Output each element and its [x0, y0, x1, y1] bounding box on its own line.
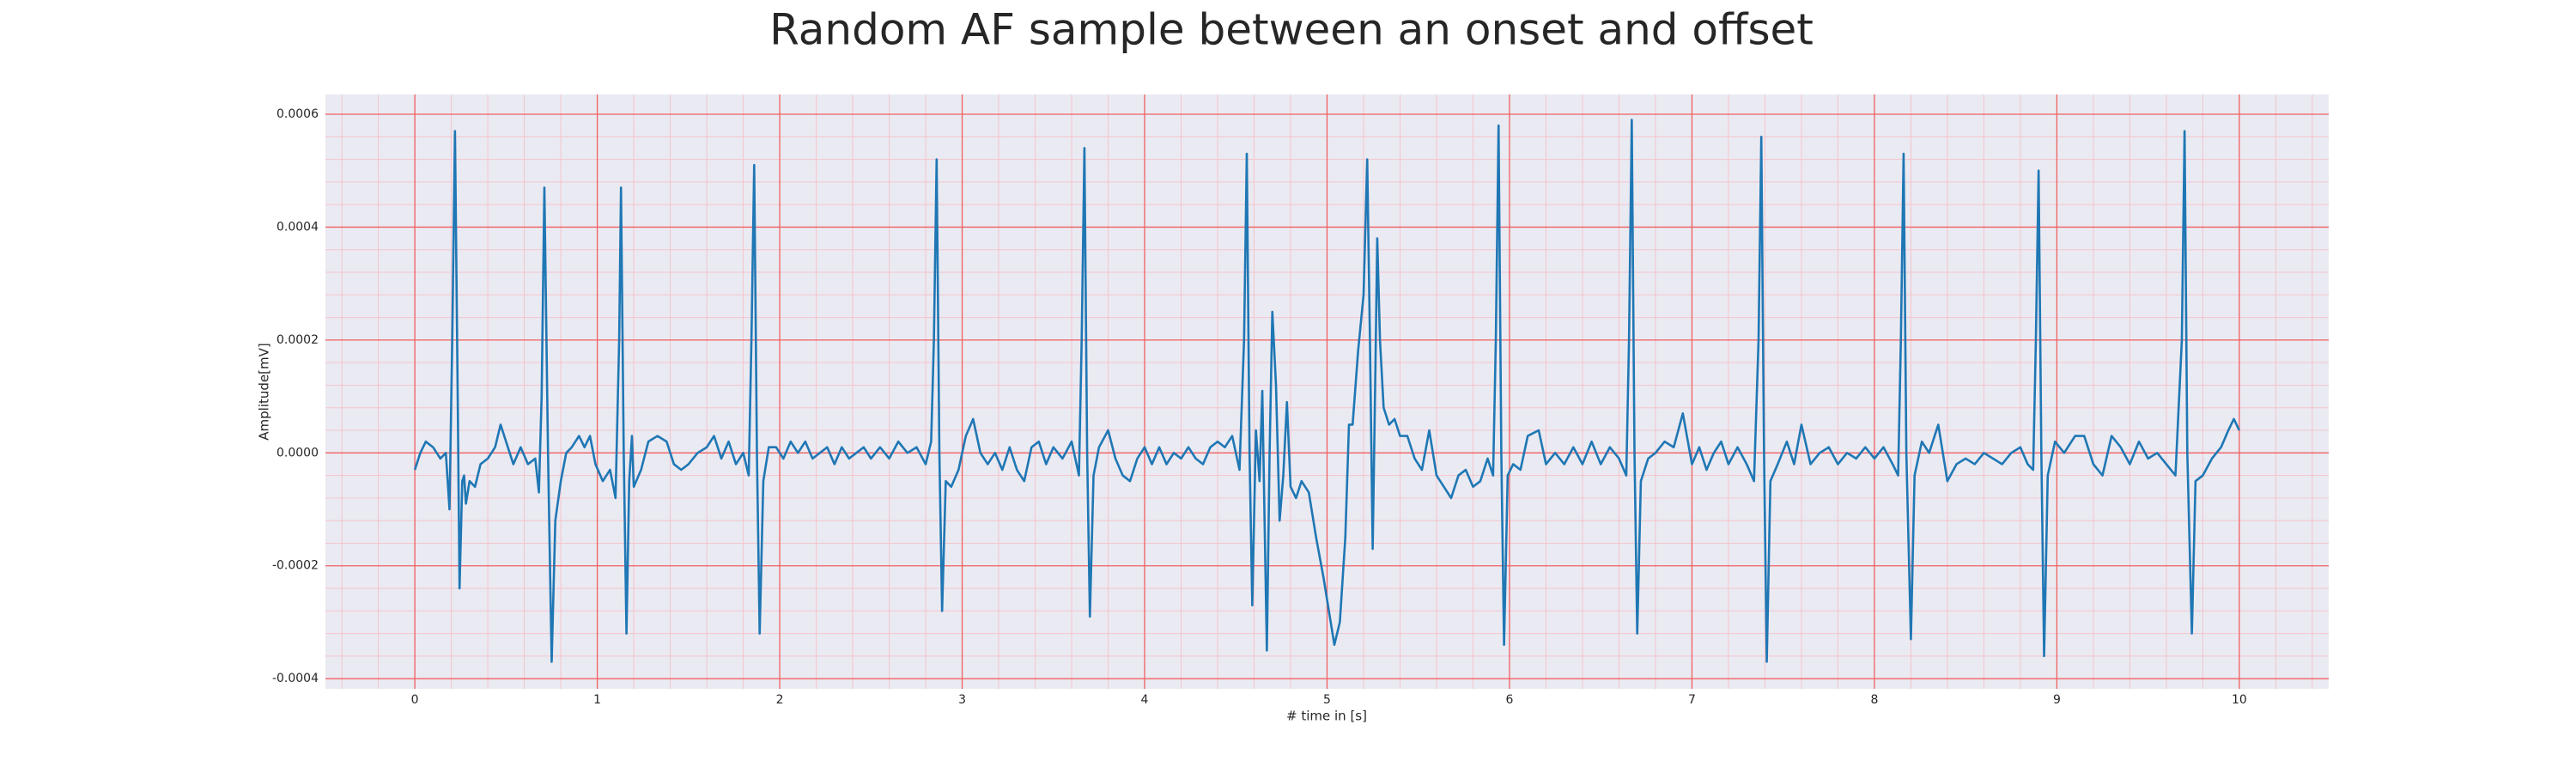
y-tick-label: 0.0002 — [276, 333, 319, 347]
y-tick-label: -0.0004 — [272, 672, 319, 685]
x-tick-label: 3 — [958, 693, 966, 707]
x-tick-label: 9 — [2053, 693, 2061, 707]
x-tick-label: 0 — [411, 693, 419, 707]
x-tick-label: 10 — [2232, 693, 2247, 707]
y-axis-label: Amplitude[mV] — [257, 343, 272, 440]
x-tick-label: 5 — [1323, 693, 1331, 707]
x-tick-label: 1 — [593, 693, 601, 707]
y-tick-label: -0.0002 — [272, 559, 319, 573]
chart-title: Random AF sample between an onset and of… — [769, 5, 1814, 55]
y-tick-label: 0.0004 — [276, 220, 319, 234]
x-tick-label: 4 — [1141, 693, 1149, 707]
x-tick-label: 2 — [776, 693, 784, 707]
x-tick-label: 7 — [1688, 693, 1696, 707]
y-tick-label: 0.0000 — [276, 446, 319, 460]
x-axis-label: # time in [s] — [1286, 709, 1367, 724]
y-tick-label: 0.0006 — [276, 107, 319, 121]
x-tick-label: 6 — [1506, 693, 1514, 707]
signal-line — [413, 119, 2241, 663]
x-tick-label: 8 — [1870, 693, 1878, 707]
